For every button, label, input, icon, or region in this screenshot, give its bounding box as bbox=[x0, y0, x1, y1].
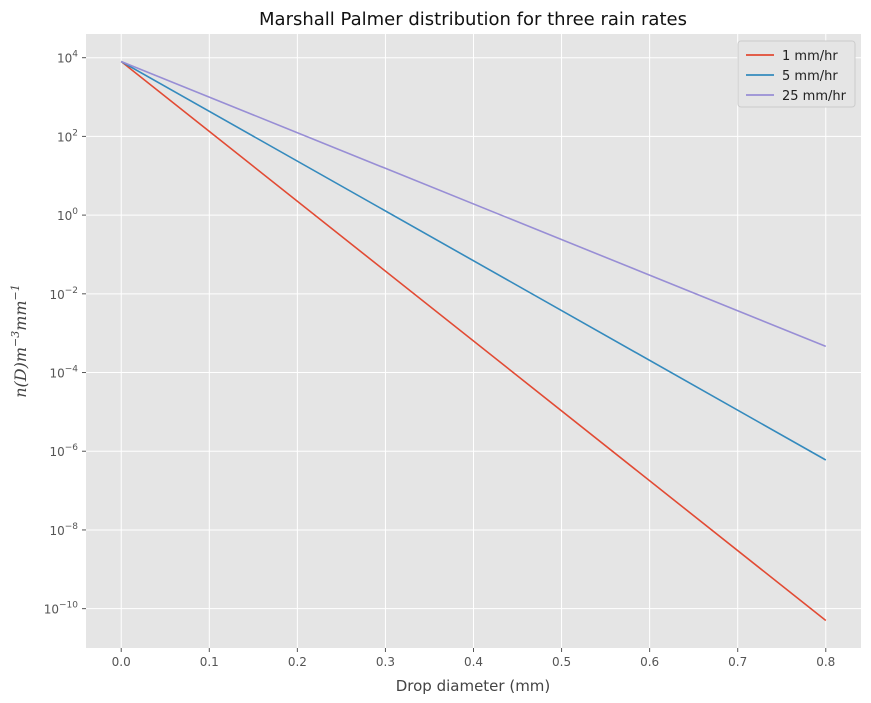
y-tick-exp: −6 bbox=[65, 443, 79, 453]
y-tick-label: 10−8 bbox=[49, 522, 78, 538]
y-tick-base: 10 bbox=[57, 209, 72, 223]
y-tick-base: 10 bbox=[57, 52, 72, 66]
legend-label: 5 mm/hr bbox=[782, 69, 838, 84]
series-line bbox=[120, 60, 827, 461]
x-tick-label: 0.4 bbox=[464, 655, 483, 669]
y-tick-base: 10 bbox=[57, 130, 72, 144]
y-tick-exp: −10 bbox=[59, 601, 78, 611]
x-tick-label: 0.6 bbox=[640, 655, 659, 669]
y-tick-base: 10 bbox=[44, 603, 59, 617]
legend-label: 25 mm/hr bbox=[782, 89, 847, 104]
y-tick-base: 10 bbox=[49, 288, 64, 302]
x-tick-label: 0.3 bbox=[376, 655, 395, 669]
legend: 1 mm/hr 5 mm/hr 25 mm/hr bbox=[737, 40, 856, 108]
y-tick-label: 10−4 bbox=[49, 365, 78, 381]
y-tick-exp: 0 bbox=[72, 207, 78, 217]
y-tick-label: 10−10 bbox=[44, 601, 79, 617]
y-tick-base: 10 bbox=[49, 367, 64, 381]
x-tick-label: 0.8 bbox=[816, 655, 835, 669]
y-tick-base: 10 bbox=[49, 524, 64, 538]
x-tick-label: 0.1 bbox=[200, 655, 219, 669]
y-axis-title-mid: mm bbox=[11, 300, 30, 330]
y-tick-base: 10 bbox=[49, 445, 64, 459]
x-axis: 0.0 0.1 0.2 0.3 0.4 0.5 0.6 0.7 0.8 bbox=[112, 648, 835, 669]
series-line bbox=[120, 60, 827, 622]
y-tick-exp: 2 bbox=[72, 128, 78, 138]
x-tick-label: 0.5 bbox=[552, 655, 571, 669]
x-tick-label: 0.7 bbox=[728, 655, 747, 669]
y-tick-exp: −4 bbox=[65, 365, 79, 375]
x-tick-label: 0.0 bbox=[112, 655, 131, 669]
x-tick-label: 0.2 bbox=[288, 655, 307, 669]
y-axis-title-exp2: −1 bbox=[9, 284, 22, 300]
y-tick-label: 104 bbox=[57, 50, 78, 66]
y-tick-label: 100 bbox=[57, 207, 78, 223]
y-tick-label: 10−2 bbox=[49, 286, 78, 302]
chart-title: Marshall Palmer distribution for three r… bbox=[259, 9, 687, 30]
y-axis-title-exp1: −3 bbox=[9, 331, 22, 347]
legend-box bbox=[737, 40, 856, 108]
x-axis-title: Drop diameter (mm) bbox=[396, 677, 551, 695]
y-tick-exp: −2 bbox=[65, 286, 78, 296]
y-axis-title: n(D)m−3mm−1 bbox=[9, 284, 30, 398]
legend-label: 1 mm/hr bbox=[782, 49, 838, 64]
grid bbox=[86, 34, 861, 648]
y-tick-exp: −8 bbox=[65, 522, 79, 532]
y-tick-label: 10−6 bbox=[49, 443, 78, 459]
series-line bbox=[120, 60, 827, 348]
series-lines bbox=[120, 60, 827, 622]
y-axis-title-base: n(D)m bbox=[11, 347, 30, 398]
y-tick-label: 102 bbox=[57, 128, 78, 144]
y-tick-exp: 4 bbox=[72, 50, 78, 60]
